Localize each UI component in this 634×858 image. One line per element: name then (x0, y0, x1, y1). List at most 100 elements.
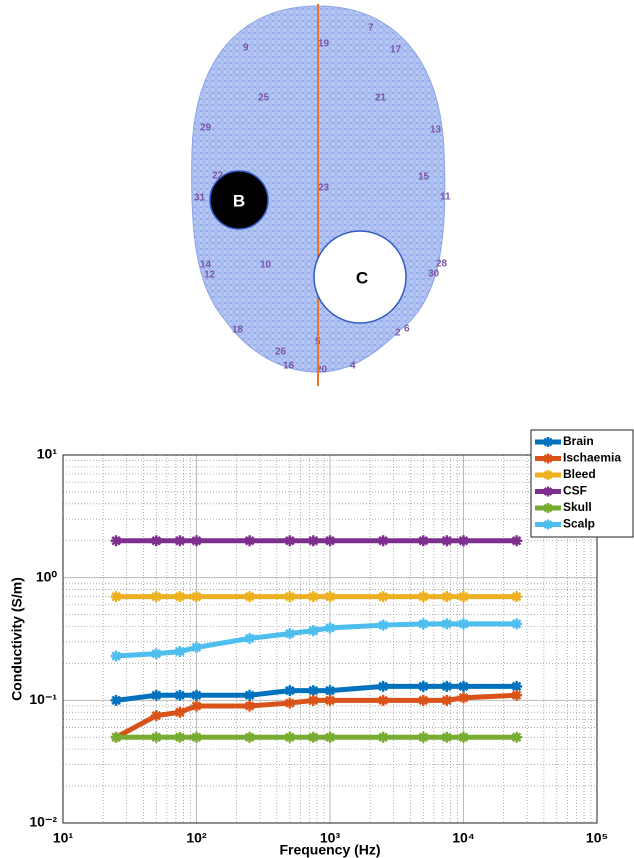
y-tick-label: 10⁰ (36, 568, 58, 584)
data-point (458, 591, 469, 603)
data-point (284, 685, 296, 697)
legend-marker (543, 470, 553, 480)
data-point (174, 706, 186, 718)
data-point (110, 650, 122, 662)
electrode-label: 14 (200, 260, 212, 271)
data-point (174, 646, 186, 658)
data-point (307, 625, 319, 637)
x-tick-label: 10⁵ (586, 830, 608, 846)
data-point (110, 694, 122, 706)
data-point (417, 591, 429, 603)
electrode-label: 25 (258, 93, 270, 104)
data-point (441, 680, 453, 692)
legend-label: Brain (563, 434, 594, 448)
legend-marker (543, 437, 553, 447)
data-point (441, 618, 453, 630)
data-point (307, 535, 319, 547)
legend-label: Skull (563, 500, 592, 514)
data-point (417, 731, 429, 743)
data-point (511, 731, 523, 743)
data-point (244, 632, 256, 644)
x-tick-label: 10¹ (53, 830, 74, 846)
electrode-label: 28 (436, 259, 448, 270)
legend-label: Bleed (563, 467, 596, 481)
data-point (417, 618, 429, 630)
marker-b (209, 170, 269, 230)
data-point (284, 731, 296, 743)
data-point (511, 591, 523, 603)
data-point (244, 700, 256, 712)
data-point (324, 694, 336, 706)
data-point (150, 689, 162, 701)
data-point (307, 685, 319, 697)
data-point (174, 535, 186, 547)
electrode-label: 23 (318, 183, 330, 194)
data-point (150, 710, 162, 722)
electrode-label: 18 (232, 325, 244, 336)
data-point (284, 591, 296, 603)
data-point (377, 680, 389, 692)
data-point (441, 694, 453, 706)
data-point (150, 535, 162, 547)
data-point (174, 689, 186, 701)
data-point (441, 535, 453, 547)
data-point (150, 731, 162, 743)
legend-marker (543, 486, 553, 497)
data-point (377, 591, 389, 603)
electrode-label: 29 (200, 123, 212, 134)
data-point (110, 731, 122, 743)
data-point (324, 622, 336, 634)
marker-c (313, 230, 407, 324)
data-point (458, 692, 469, 704)
data-point (377, 535, 389, 547)
data-point (174, 591, 186, 603)
electrode-label: 26 (275, 347, 287, 358)
head-diagram: 7 19 17 9 25 21 13 29 23 15 11 22 31 14 … (191, 4, 451, 386)
electrode-label: 17 (390, 45, 402, 56)
data-point (458, 680, 469, 692)
data-point (150, 591, 162, 603)
x-tick-label: 10³ (320, 830, 341, 846)
legend-marker (543, 503, 553, 513)
electrode-label: 21 (375, 93, 387, 104)
data-point (284, 628, 296, 640)
data-point (191, 591, 202, 603)
data-point (324, 591, 336, 603)
electrode-label: 19 (318, 39, 330, 50)
chart: Frequency (Hz) Conductivity (S/m) 10¹ 10²… (9, 429, 634, 858)
data-point (284, 535, 296, 547)
plot-frame (62, 454, 598, 824)
data-point (110, 535, 122, 547)
marker-label: C (356, 268, 368, 287)
data-point (191, 641, 202, 653)
data-point (511, 535, 523, 547)
data-point (244, 731, 256, 743)
electrode-label: 12 (204, 270, 216, 281)
data-point (441, 731, 453, 743)
legend-box (530, 429, 634, 538)
data-point (441, 591, 453, 603)
data-point (458, 618, 469, 630)
electrode-label: 22 (212, 171, 224, 182)
data-point (150, 648, 162, 660)
y-tick-label: 10⁻¹ (29, 691, 57, 707)
data-point (307, 731, 319, 743)
data-point (307, 591, 319, 603)
electrode-label: 6 (404, 324, 410, 335)
data-point (174, 731, 186, 743)
data-point (191, 731, 202, 743)
data-point (284, 697, 296, 709)
electrode-label: 10 (260, 260, 272, 271)
data-point (458, 731, 469, 743)
data-point (244, 591, 256, 603)
electrode-label: 11 (440, 192, 451, 203)
y-tick-label: 10⁻² (29, 814, 57, 830)
legend-label: Scalp (563, 517, 595, 531)
x-tick-label: 10⁴ (452, 830, 475, 846)
electrode-label: 16 (283, 361, 295, 372)
legend-label: Ischaemia (563, 451, 621, 465)
electrode-label: 2 (395, 328, 401, 339)
data-point (324, 685, 336, 697)
data-point (417, 694, 429, 706)
